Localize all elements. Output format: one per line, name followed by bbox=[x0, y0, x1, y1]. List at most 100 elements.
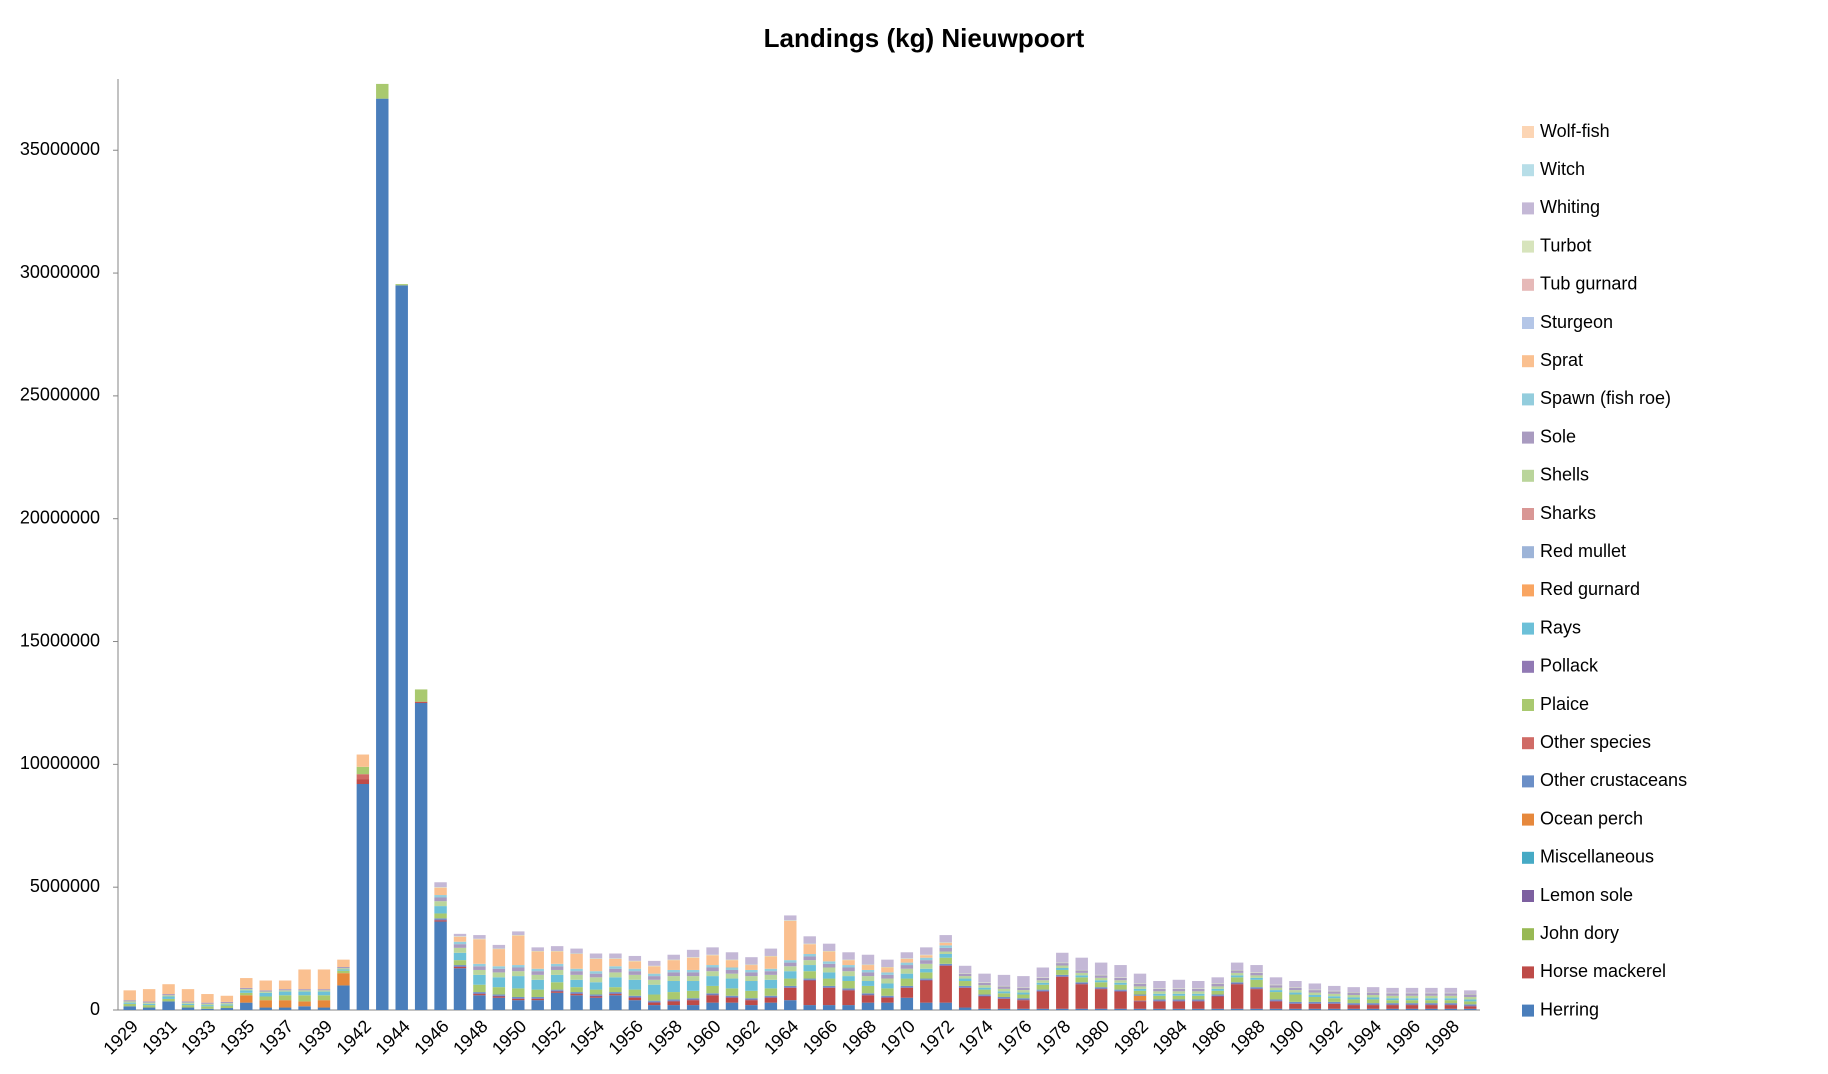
bar-segment bbox=[1464, 1008, 1477, 1010]
bar-segment bbox=[706, 971, 719, 977]
bar-segment bbox=[822, 987, 836, 988]
bar-segment bbox=[473, 939, 486, 964]
bar-segment bbox=[1444, 987, 1458, 993]
bar-segment bbox=[1269, 1008, 1283, 1010]
bar-segment bbox=[434, 919, 447, 921]
legend-swatch bbox=[1522, 813, 1534, 826]
bar-segment bbox=[1230, 983, 1244, 985]
bar-segment bbox=[745, 957, 758, 965]
bar-segment bbox=[648, 994, 661, 1001]
bar-segment bbox=[648, 960, 661, 966]
legend-label: Other crustaceans bbox=[1540, 770, 1687, 790]
x-tick-label: 1935 bbox=[216, 1016, 258, 1058]
bar-segment bbox=[628, 995, 642, 997]
bar-segment bbox=[531, 1000, 544, 1010]
bar-segment bbox=[1386, 1000, 1399, 1004]
bar-segment bbox=[240, 992, 253, 996]
bar-segment bbox=[1153, 1000, 1166, 1002]
bar-segment bbox=[473, 963, 486, 967]
bar-segment bbox=[1347, 1008, 1360, 1010]
bar-segment bbox=[1269, 977, 1283, 985]
bar-segment bbox=[667, 992, 680, 1000]
legend-label: Horse mackerel bbox=[1540, 961, 1666, 981]
bar-segment bbox=[648, 984, 661, 995]
bar-segment bbox=[1347, 1005, 1360, 1009]
bar-segment bbox=[1056, 967, 1069, 970]
bar-segment bbox=[1094, 987, 1108, 989]
x-tick-label: 1968 bbox=[838, 1016, 880, 1058]
bar-segment bbox=[920, 978, 933, 980]
bar-segment bbox=[725, 997, 739, 1003]
bar-segment bbox=[1328, 1008, 1341, 1010]
legend-swatch bbox=[1522, 164, 1534, 177]
bar-segment bbox=[784, 920, 797, 961]
y-tick-label: 35000000 bbox=[20, 139, 100, 159]
bar-segment bbox=[803, 980, 816, 1006]
bar-segment bbox=[1017, 1000, 1030, 1009]
bar-segment bbox=[978, 982, 991, 986]
bar-segment bbox=[764, 974, 778, 980]
bar-segment bbox=[920, 963, 933, 969]
bar-segment bbox=[920, 972, 933, 979]
bar-segment bbox=[1172, 991, 1186, 994]
x-tick-label: 1933 bbox=[177, 1016, 219, 1058]
bar-segment bbox=[667, 969, 680, 973]
bar-segment bbox=[958, 978, 972, 982]
bar-segment bbox=[648, 966, 661, 974]
bar-segment bbox=[550, 951, 564, 964]
bar-segment bbox=[706, 967, 719, 972]
bar-segment bbox=[434, 918, 447, 920]
bar-segment bbox=[1192, 993, 1205, 996]
bar-segment bbox=[1075, 957, 1088, 970]
bar-segment bbox=[1386, 1003, 1399, 1005]
legend-swatch bbox=[1522, 126, 1534, 138]
bar-segment bbox=[434, 921, 447, 1010]
bar-segment bbox=[473, 994, 486, 996]
bar-segment bbox=[1328, 998, 1341, 1002]
bar-segment bbox=[1444, 1004, 1458, 1006]
bar-segment bbox=[512, 996, 525, 999]
bar-segment bbox=[1444, 1003, 1458, 1005]
bar-segment bbox=[123, 1006, 136, 1010]
legend-swatch bbox=[1522, 469, 1534, 482]
bar-segment bbox=[1153, 993, 1166, 996]
bar-segment bbox=[686, 976, 700, 982]
bar-segment bbox=[1075, 975, 1088, 978]
y-tick-label: 25000000 bbox=[20, 385, 100, 405]
bar-segment bbox=[259, 980, 272, 991]
bar-segment bbox=[803, 936, 816, 944]
bar-segment bbox=[473, 969, 486, 975]
bar-segment bbox=[1230, 1008, 1244, 1010]
bar-segment bbox=[609, 953, 622, 959]
legend-swatch bbox=[1522, 431, 1534, 444]
bar-segment bbox=[822, 951, 836, 962]
bar-segment bbox=[1328, 1001, 1341, 1004]
bar-segment bbox=[745, 976, 758, 982]
bar-segment bbox=[434, 906, 447, 914]
bar-segment bbox=[317, 989, 331, 991]
bar-segment bbox=[453, 965, 467, 967]
bar-segment bbox=[725, 995, 739, 997]
x-tick-label: 1950 bbox=[488, 1016, 530, 1058]
bar-segment bbox=[589, 994, 603, 996]
bar-segment bbox=[900, 962, 914, 966]
bar-segment bbox=[512, 935, 525, 966]
bar-segment bbox=[939, 953, 952, 958]
legend-swatch bbox=[1522, 393, 1534, 406]
bar-segment bbox=[1250, 965, 1263, 973]
x-tick-label: 1990 bbox=[1265, 1016, 1307, 1058]
bar-segment bbox=[1094, 962, 1108, 975]
bar-segment bbox=[1094, 989, 1108, 1009]
bar-segment bbox=[900, 987, 914, 988]
bar-segment bbox=[1114, 980, 1127, 983]
bar-segment bbox=[978, 987, 991, 990]
bar-segment bbox=[1308, 992, 1322, 996]
bar-segment bbox=[686, 969, 700, 973]
bar-segment bbox=[667, 954, 680, 960]
bar-segment bbox=[1444, 993, 1458, 996]
x-tick-label: 1952 bbox=[527, 1016, 569, 1058]
bar-segment bbox=[725, 952, 739, 960]
bar-segment bbox=[220, 1001, 234, 1004]
bar-segment bbox=[686, 1000, 700, 1006]
bar-segment bbox=[628, 989, 642, 996]
